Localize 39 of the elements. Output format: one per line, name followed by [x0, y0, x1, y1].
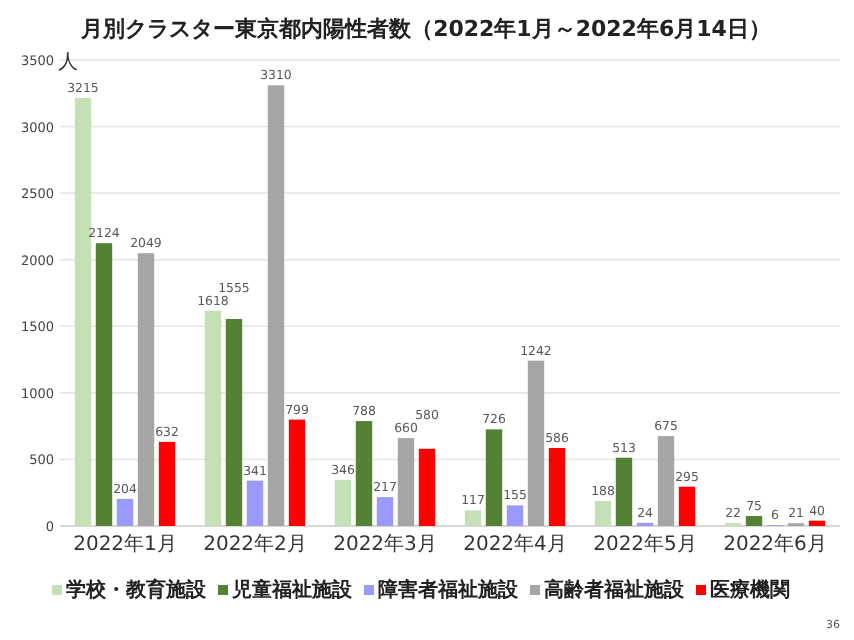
bar [464, 510, 482, 526]
bar [246, 480, 264, 526]
bar [678, 486, 696, 526]
bar [225, 318, 243, 526]
bar [355, 421, 373, 526]
x-tick-label: 2022年5月 [593, 532, 697, 556]
bar [397, 438, 415, 526]
bar [204, 310, 222, 526]
legend-label: 障害者福祉施設 [378, 578, 520, 602]
x-tick-label: 2022年2月 [203, 532, 307, 556]
legend-label: 高齢者福祉施設 [544, 578, 686, 602]
legend-label: 学校・教育施設 [66, 578, 208, 602]
bar [506, 505, 524, 526]
bar [745, 516, 763, 526]
legend-label: 医療機関 [710, 578, 790, 602]
bar [594, 500, 612, 526]
bar [376, 497, 394, 526]
y-axis-title: 人 [58, 52, 78, 74]
bar [116, 498, 134, 526]
legend-label: 児童福祉施設 [230, 578, 354, 602]
bar [158, 441, 176, 526]
bar [485, 429, 503, 526]
bar [137, 253, 155, 526]
x-tick-label: 2022年1月 [73, 532, 177, 556]
bar [288, 419, 306, 526]
x-tick-label: 2022年3月 [333, 532, 437, 556]
bar [527, 360, 545, 526]
bar [74, 97, 92, 526]
bar [657, 436, 675, 526]
bar [808, 520, 826, 526]
bar [334, 479, 352, 526]
chart-title: 月別クラスター東京都内陽性者数（2022年1月～2022年6月14日） [79, 16, 771, 42]
bar [548, 447, 566, 526]
x-tick-label: 2022年6月 [723, 532, 827, 556]
bar [615, 457, 633, 526]
bar [267, 85, 285, 526]
bar [95, 243, 113, 526]
x-tick-label: 2022年4月 [463, 532, 567, 556]
bar [418, 448, 436, 526]
